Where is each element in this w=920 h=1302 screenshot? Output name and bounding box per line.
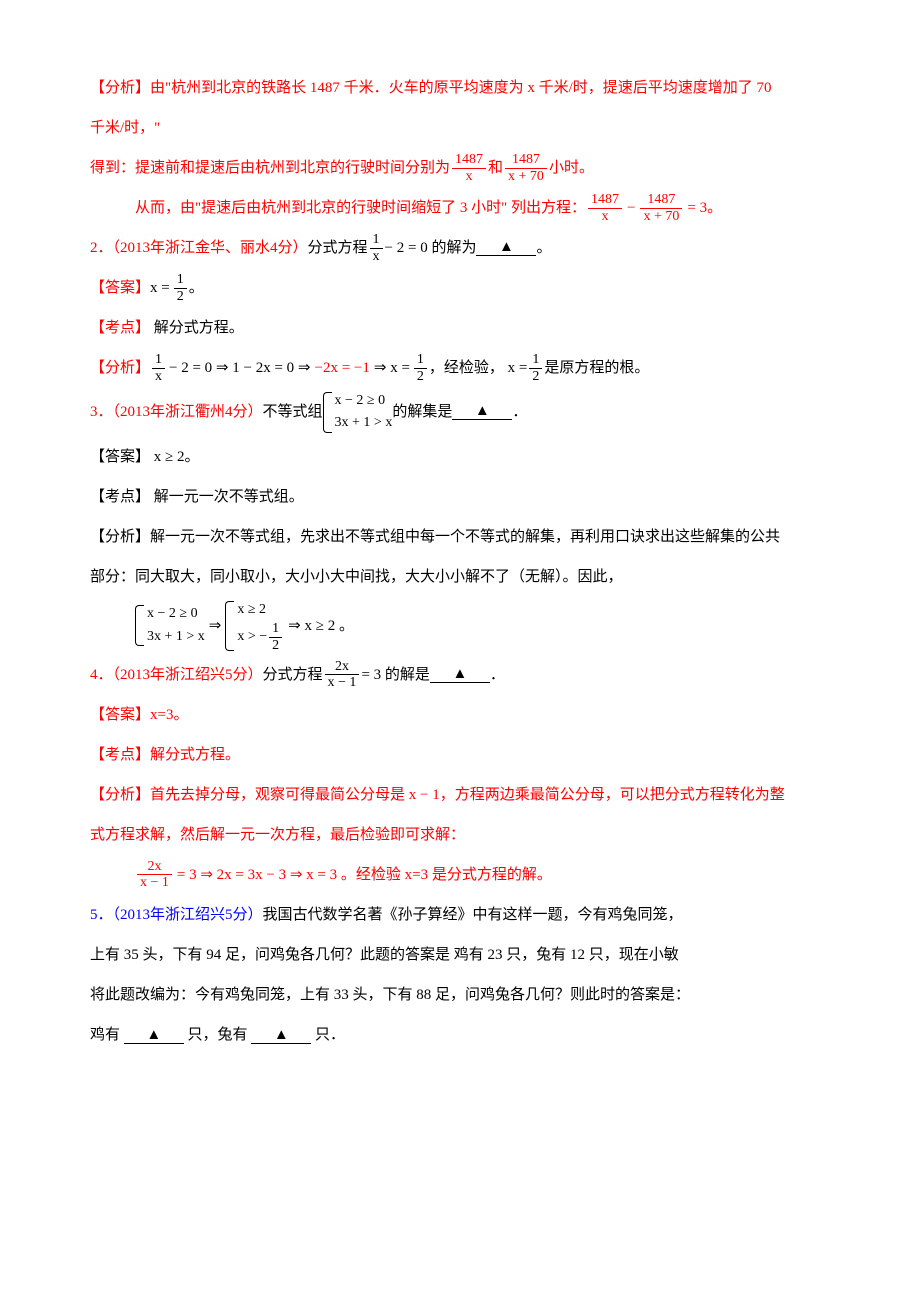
brace-system: x − 2 ≥ 0 3x + 1 > x <box>135 603 205 648</box>
fraction: 1487x <box>452 152 486 184</box>
blank: ▲ <box>124 1028 184 1044</box>
fraction: 1487x + 70 <box>640 192 682 224</box>
brace-system: x − 2 ≥ 0 3x + 1 > x <box>323 390 393 435</box>
fraction: 1487x + 70 <box>505 152 547 184</box>
blank: ▲ <box>476 240 536 256</box>
q3-answer: 【答案】 x ≥ 2。 <box>90 439 830 475</box>
fraction: 1x <box>152 352 165 384</box>
q4-fenxi-2: 式方程求解，然后解一元一次方程，最后检验即可求解： <box>90 817 830 853</box>
fenxi-label: 【分析】 <box>90 787 150 803</box>
q1-analysis-3: 从而，由"提速后由杭州到北京的行驶时间缩短了 3 小时" 列出方程： 1487x… <box>90 190 830 226</box>
fraction: 1487x <box>588 192 622 224</box>
answer-label: 【答案】 <box>90 449 150 465</box>
q4-label: 4．（2013年浙江绍兴5分） <box>90 657 263 693</box>
analysis-label: 【分析】 <box>90 70 150 106</box>
fraction: 1x <box>370 232 383 264</box>
q3-solution: x − 2 ≥ 0 3x + 1 > x ⇒ x ≥ 2 x > −12 ⇒ x… <box>90 599 830 653</box>
q4-kaodian: 【考点】解分式方程。 <box>90 737 830 773</box>
q1-analysis-1: 【分析】 由"杭州到北京的铁路长 1487 千米．火车的原平均速度为 x 千米/… <box>90 70 830 106</box>
q3-fenxi-2: 部分：同大取大，同小取小，大小小大中间找，大大小小解不了（无解）。因此， <box>90 559 830 595</box>
q5-line2: 上有 35 头，下有 94 足，问鸡兔各几何？此题的答案是 鸡有 23 只，兔有… <box>90 937 830 973</box>
q3-label: 3．（2013年浙江衢州4分） <box>90 394 263 430</box>
fenxi-label: 【分析】 <box>90 529 150 545</box>
q4-stem: 4．（2013年浙江绍兴5分） 分式方程 2xx − 1 = 3 的解是 ▲ ． <box>90 657 830 693</box>
q1-analysis-1b: 千米/时，" <box>90 110 830 146</box>
blank: ▲ <box>452 404 512 420</box>
blank: ▲ <box>430 667 490 683</box>
kaodian-label: 【考点】 <box>90 320 150 336</box>
kaodian-label: 【考点】 <box>90 747 150 763</box>
q3-kaodian: 【考点】 解一元一次不等式组。 <box>90 479 830 515</box>
answer-label: 【答案】 <box>90 707 150 723</box>
fraction: 12 <box>529 352 542 384</box>
brace-system: x ≥ 2 x > −12 <box>225 599 284 653</box>
q5-line1: 5．（2013年浙江绍兴5分）我国古代数学名著《孙子算经》中有这样一题，今有鸡兔… <box>90 897 830 933</box>
q2-stem: 2．（2013年浙江金华、丽水4分） 分式方程 1x − 2 = 0 的解为 ▲… <box>90 230 830 266</box>
q4-fenxi-1: 【分析】首先去掉分母，观察可得最简公分母是 x − 1，方程两边乘最简公分母，可… <box>90 777 830 813</box>
fraction: 12 <box>174 272 187 304</box>
fraction: 2xx − 1 <box>325 659 360 691</box>
q2-answer: 【答案】 x = 12 。 <box>90 270 830 306</box>
fraction: 2xx − 1 <box>137 859 172 891</box>
q5-label: 5．（2013年浙江绍兴5分） <box>90 907 263 923</box>
q2-fenxi: 【分析】 1x − 2 = 0 ⇒ 1 − 2x = 0 ⇒ −2x = −1 … <box>90 350 830 386</box>
q3-stem: 3．（2013年浙江衢州4分） 不等式组 x − 2 ≥ 0 3x + 1 > … <box>90 390 830 435</box>
fraction: 12 <box>414 352 427 384</box>
q5-line4: 鸡有 ▲ 只，兔有 ▲ 只． <box>90 1017 830 1053</box>
q4-solution: 2xx − 1 = 3 ⇒ 2x = 3x − 3 ⇒ x = 3 。经检验 x… <box>90 857 830 893</box>
kaodian-label: 【考点】 <box>90 489 150 505</box>
q1-analysis-2: 得到：提速前和提速后由杭州到北京的行驶时间分别为 1487x 和 1487x +… <box>90 150 830 186</box>
answer-label: 【答案】 <box>90 270 150 306</box>
blank: ▲ <box>251 1028 311 1044</box>
q4-answer: 【答案】x=3。 <box>90 697 830 733</box>
q2-kaodian: 【考点】 解分式方程。 <box>90 310 830 346</box>
fenxi-label: 【分析】 <box>90 350 150 386</box>
q3-fenxi-1: 【分析】解一元一次不等式组，先求出不等式组中每一个不等式的解集，再利用口诀求出这… <box>90 519 830 555</box>
q5-line3: 将此题改编为：今有鸡兔同笼，上有 33 头，下有 88 足，问鸡兔各几何？则此时… <box>90 977 830 1013</box>
q2-label: 2．（2013年浙江金华、丽水4分） <box>90 230 308 266</box>
